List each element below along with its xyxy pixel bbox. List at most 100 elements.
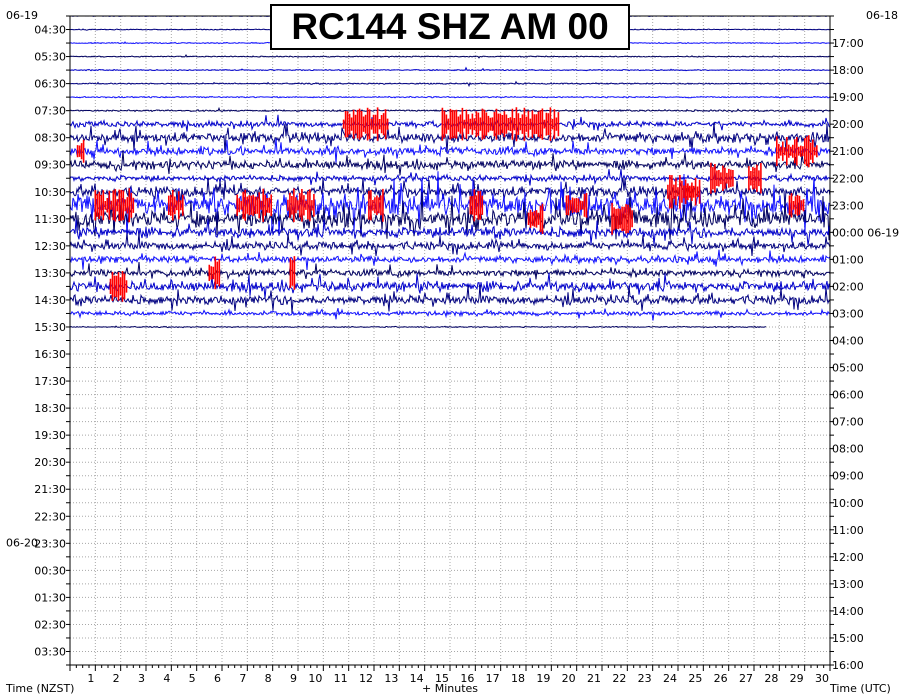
chart-title: RC144 SHZ AM 00: [291, 6, 609, 47]
left-time-label: 19:30: [34, 429, 66, 442]
trace-row: [70, 261, 830, 281]
x-tick-label: 20: [562, 672, 576, 685]
right-time-label: 21:00: [832, 145, 864, 158]
right-time-label: 17:00: [832, 37, 864, 50]
trace-row: [70, 272, 830, 299]
event-burst: [236, 188, 272, 222]
right-time-label: 09:00: [832, 470, 864, 483]
right-time-label: 05:00: [832, 362, 864, 375]
left-date-label: 06-20: [6, 536, 38, 549]
right-time-label: 00:00 06-19: [832, 226, 899, 239]
trace-row: [70, 138, 830, 164]
right-time-label: 15:00: [832, 632, 864, 645]
right-time-label: 23:00: [832, 199, 864, 212]
x-tick-label: 16: [460, 672, 474, 685]
event-burst: [287, 188, 315, 223]
right-time-label: 22:00: [832, 172, 864, 185]
x-tick-label: 22: [612, 672, 626, 685]
event-burst: [441, 107, 560, 142]
left-time-label: 05:30: [34, 51, 66, 64]
right-time-label: 07:00: [832, 416, 864, 429]
x-tick-label: 1: [87, 672, 94, 685]
x-tick-label: 28: [764, 672, 778, 685]
right-axis-label: Time (UTC): [829, 682, 891, 695]
x-tick-label: 27: [739, 672, 753, 685]
event-burst: [527, 203, 544, 234]
left-time-label: 06:30: [34, 78, 66, 91]
event-burst: [565, 193, 588, 218]
trace-row: [70, 150, 830, 176]
right-time-label: 03:00: [832, 307, 864, 320]
x-axis: 1 2 3 4 5 6 7 8 9 10 11 12 13 14 15 16 17 18 19 20 21 22 23 24 2…: [87, 672, 829, 685]
x-tick-label: 26: [714, 672, 728, 685]
event-burst: [289, 256, 296, 290]
x-tick-label: 24: [663, 672, 677, 685]
right-time-label: 10:00: [832, 497, 864, 510]
x-tick-label: 4: [163, 672, 170, 685]
right-time-label: 18:00: [832, 64, 864, 77]
left-time-label: 23:30: [34, 537, 66, 550]
trace-row: [70, 80, 830, 88]
event-burst: [368, 188, 384, 222]
trace-row: [70, 307, 830, 321]
left-time-label: 03:30: [34, 645, 66, 658]
left-time-label: 02:30: [34, 618, 66, 631]
event-burst: [168, 190, 184, 221]
event-burst: [208, 256, 221, 290]
event-burst: [788, 193, 805, 218]
left-time-label: 10:30: [34, 186, 66, 199]
left-time-label: 12:30: [34, 240, 66, 253]
trace-row: [70, 171, 830, 240]
right-time-label: 14:00: [832, 605, 864, 618]
trace-row: [70, 66, 830, 72]
right-time-label: 20:00: [832, 118, 864, 131]
x-tick-label: 30: [815, 672, 829, 685]
right-time-label: 13:00: [832, 578, 864, 591]
x-tick-label: 3: [138, 672, 145, 685]
trace-row: [70, 191, 830, 241]
trace-row: [70, 95, 830, 99]
x-tick-label: 17: [486, 672, 500, 685]
right-time-label: 08:00: [832, 443, 864, 456]
trace-row: [70, 284, 830, 314]
trace-row: [70, 168, 830, 186]
right-time-label: 02:00: [832, 280, 864, 293]
x-tick-label: 10: [308, 672, 322, 685]
x-tick-label: 19: [536, 672, 550, 685]
trace-row: [70, 177, 830, 208]
left-time-label: 14:30: [34, 294, 66, 307]
event-burst: [611, 202, 633, 235]
right-date-label: 06-18: [866, 9, 898, 22]
event-burst: [667, 175, 693, 209]
event-burst: [342, 107, 389, 141]
x-tick-label: 5: [189, 672, 196, 685]
event-burst: [109, 271, 128, 302]
right-time-label: 16:00: [832, 659, 864, 672]
left-time-label: 17:30: [34, 375, 66, 388]
chart-title-box: RC144 SHZ AM 00: [270, 4, 630, 50]
x-tick-label: 6: [214, 672, 221, 685]
event-burst: [710, 162, 734, 194]
left-time-label: 04:30: [34, 24, 66, 37]
x-tick-label: 29: [790, 672, 804, 685]
x-tick-label: 2: [113, 672, 120, 685]
event-burst: [776, 135, 818, 168]
event-burst: [76, 139, 85, 163]
x-tick-label: 8: [265, 672, 272, 685]
left-time-label: 22:30: [34, 510, 66, 523]
trace-row: [70, 325, 767, 329]
right-time-label: 01:00: [832, 253, 864, 266]
right-time-label: 04:00: [832, 335, 864, 348]
left-time-label: 18:30: [34, 402, 66, 415]
right-time-label: 19:00: [832, 91, 864, 104]
event-burst: [748, 163, 762, 194]
x-tick-label: 25: [688, 672, 702, 685]
x-tick-label: 14: [410, 672, 424, 685]
left-time-label: 20:30: [34, 456, 66, 469]
trace-row: [70, 249, 830, 270]
axis-ticks: [66, 15, 834, 671]
left-time-label: 21:30: [34, 483, 66, 496]
trace-row: [70, 218, 830, 246]
x-tick-label: 21: [587, 672, 601, 685]
left-time-axis: 04:30 05:30 06:30 07:30 08:30 09:30 10:30 11:30…: [6, 9, 66, 658]
